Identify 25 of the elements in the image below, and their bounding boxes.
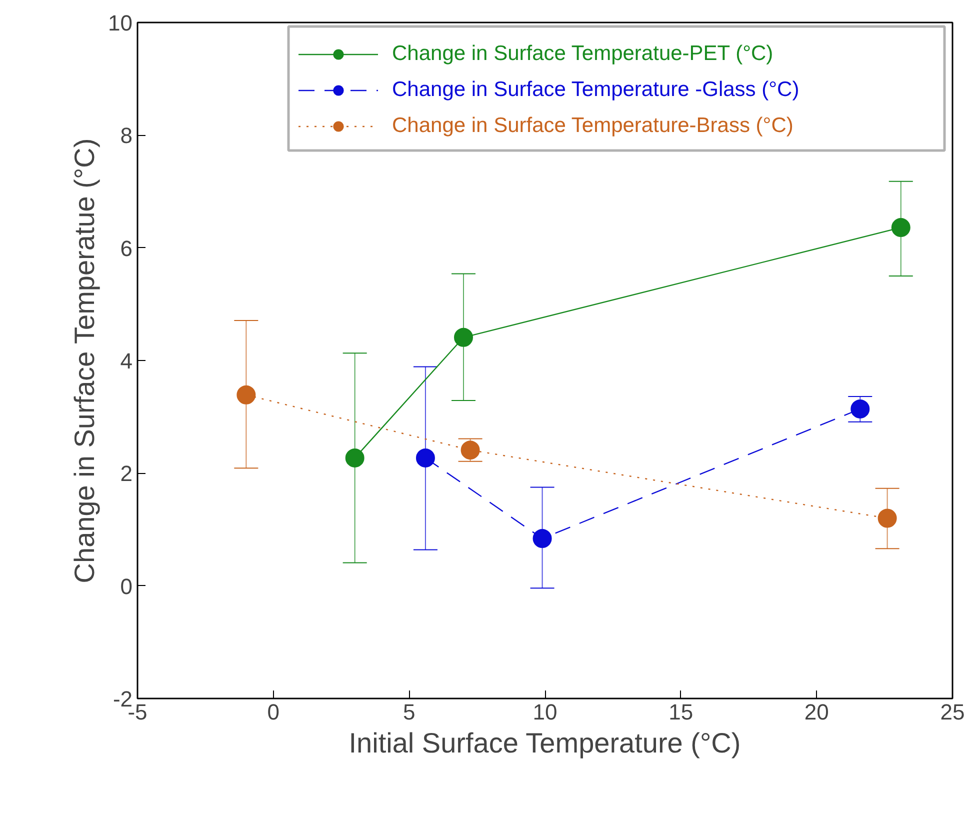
x-tick-label: 15 — [668, 700, 694, 724]
point — [878, 508, 897, 528]
y-tick-label: 6 — [120, 236, 133, 261]
y-tick-label: 0 — [120, 574, 133, 599]
y-tick-label: 2 — [120, 461, 133, 486]
point — [345, 448, 364, 468]
point — [236, 385, 256, 404]
y-tick-label: 4 — [120, 348, 133, 374]
x-tick-label: 25 — [940, 700, 965, 724]
point — [891, 218, 910, 238]
x-tick-label: 20 — [804, 700, 829, 724]
x-axis-title: Initial Surface Temperature (°C) — [348, 728, 741, 758]
legend-label: Change in Surface Temperatue-PET (°C) — [392, 42, 774, 66]
point — [532, 529, 552, 548]
legend-label: Change in Surface Temperature -Glass (°C) — [392, 78, 800, 102]
legend-label: Change in Surface Temperature-Brass (°C) — [392, 114, 794, 138]
y-axis-title: Change in Surface Temperatue (°C) — [69, 138, 100, 584]
point — [850, 399, 870, 418]
x-tick-label: 0 — [267, 700, 280, 724]
x-tick-label: 10 — [532, 700, 558, 724]
x-tick-label: 5 — [403, 700, 416, 724]
point — [416, 448, 435, 468]
point — [454, 328, 473, 347]
y-tick-label: 10 — [108, 10, 133, 36]
y-tick-label: 8 — [120, 123, 133, 148]
